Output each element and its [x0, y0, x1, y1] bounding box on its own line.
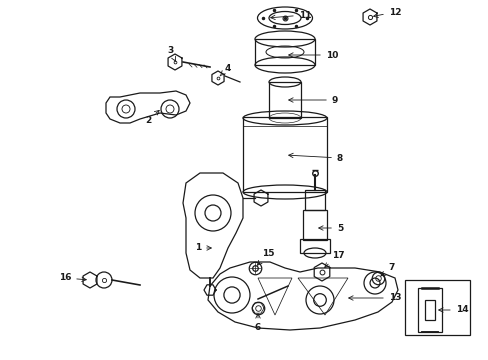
- Bar: [303, 210, 326, 240]
- Text: 10: 10: [288, 50, 338, 59]
- Text: 17: 17: [324, 251, 344, 267]
- Text: 11: 11: [270, 10, 311, 19]
- Text: 6: 6: [254, 314, 261, 333]
- Text: 14: 14: [438, 306, 468, 315]
- Text: 3: 3: [166, 45, 175, 61]
- Bar: [404, 280, 469, 335]
- Bar: [243, 117, 326, 192]
- Text: 12: 12: [373, 8, 401, 18]
- Text: 4: 4: [220, 63, 231, 76]
- Bar: [417, 288, 441, 332]
- Text: 7: 7: [380, 264, 394, 276]
- Text: 9: 9: [288, 95, 338, 104]
- Text: 16: 16: [59, 274, 86, 283]
- Text: 2: 2: [144, 111, 159, 125]
- Bar: [254, 39, 314, 65]
- Bar: [268, 82, 301, 118]
- Text: 15: 15: [257, 248, 274, 265]
- Text: 8: 8: [288, 153, 343, 162]
- Text: 5: 5: [318, 224, 343, 233]
- Bar: [305, 190, 325, 210]
- Text: 1: 1: [195, 243, 211, 252]
- Text: 13: 13: [348, 293, 401, 302]
- Bar: [299, 239, 329, 253]
- Bar: [424, 300, 434, 320]
